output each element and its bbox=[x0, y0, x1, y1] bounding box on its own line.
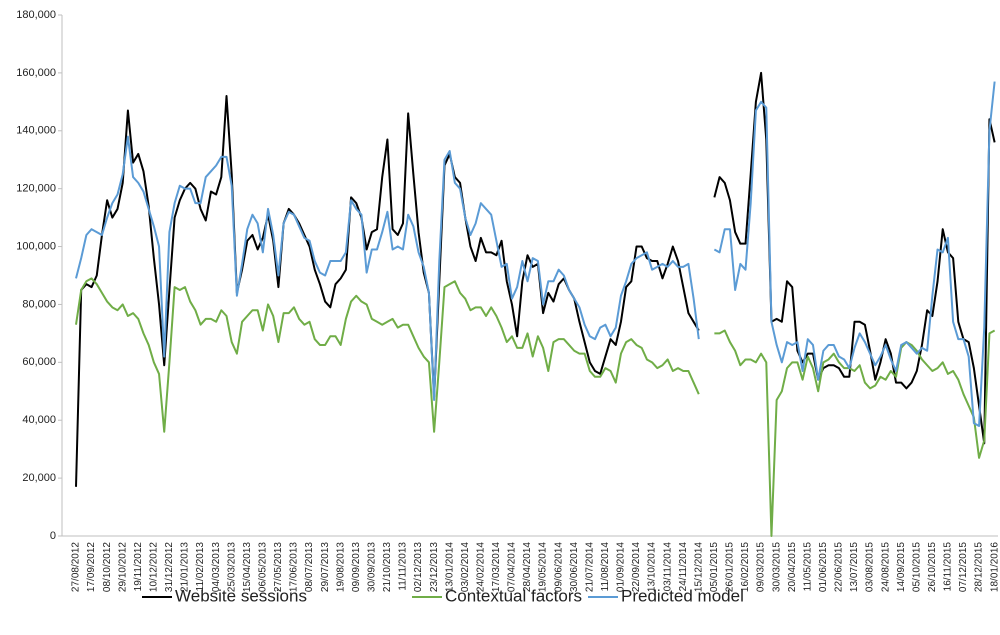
x-tick-label: 08/07/2013 bbox=[304, 542, 315, 592]
x-tick-label: 05/10/2015 bbox=[911, 542, 922, 592]
legend-label: Predicted model bbox=[621, 586, 744, 605]
y-tick-label: 160,000 bbox=[16, 67, 56, 79]
x-tick-label: 03/08/2015 bbox=[865, 542, 876, 592]
x-tick-label: 22/06/2015 bbox=[834, 542, 845, 592]
x-tick-label: 26/01/2015 bbox=[725, 542, 736, 592]
y-tick-label: 140,000 bbox=[16, 125, 56, 137]
y-tick-label: 0 bbox=[50, 530, 56, 542]
x-tick-label: 28/04/2014 bbox=[522, 542, 533, 592]
x-tick-label: 27/08/2012 bbox=[71, 542, 82, 592]
legend-label: Contextual factors bbox=[445, 586, 582, 605]
x-tick-label: 09/06/2014 bbox=[553, 542, 564, 592]
x-tick-label: 18/01/2016 bbox=[989, 542, 1000, 592]
y-tick-label: 120,000 bbox=[16, 183, 56, 195]
x-tick-label: 19/05/2014 bbox=[538, 542, 549, 592]
x-tick-label: 23/12/2013 bbox=[429, 542, 440, 592]
x-tick-label: 16/11/2015 bbox=[943, 542, 954, 592]
x-tick-label: 02/12/2013 bbox=[413, 542, 424, 592]
x-tick-label: 30/09/2013 bbox=[366, 542, 377, 592]
y-tick-label: 60,000 bbox=[22, 356, 56, 368]
x-tick-label: 27/05/2013 bbox=[273, 542, 284, 592]
x-tick-label: 16/02/2015 bbox=[740, 542, 751, 592]
x-tick-label: 08/10/2012 bbox=[102, 542, 113, 592]
x-tick-label: 26/10/2015 bbox=[927, 542, 938, 592]
x-tick-label: 29/07/2013 bbox=[320, 542, 331, 592]
series-line bbox=[713, 81, 996, 428]
x-tick-label: 24/08/2015 bbox=[880, 542, 891, 592]
x-tick-label: 09/09/2013 bbox=[351, 542, 362, 592]
x-tick-label: 19/11/2012 bbox=[133, 542, 144, 592]
x-tick-label: 11/05/2015 bbox=[802, 542, 813, 592]
x-tick-label: 20/04/2015 bbox=[787, 542, 798, 592]
x-tick-label: 13/07/2015 bbox=[849, 542, 860, 592]
x-tick-label: 24/02/2014 bbox=[475, 542, 486, 592]
series-line bbox=[713, 71, 996, 445]
legend-label: Website sessions bbox=[175, 586, 307, 605]
x-tick-label: 03/11/2014 bbox=[662, 542, 673, 592]
x-tick-label: 13/10/2014 bbox=[647, 542, 658, 592]
x-tick-label: 11/08/2014 bbox=[600, 542, 611, 592]
y-tick-label: 20,000 bbox=[22, 472, 56, 484]
x-tick-label: 21/07/2014 bbox=[584, 542, 595, 592]
y-tick-label: 80,000 bbox=[22, 298, 56, 310]
x-tick-label: 31/12/2012 bbox=[164, 542, 175, 592]
x-tick-label: 09/03/2015 bbox=[756, 542, 767, 592]
x-tick-label: 03/02/2014 bbox=[460, 542, 471, 592]
x-tick-label: 17/09/2012 bbox=[86, 542, 97, 592]
y-tick-label: 100,000 bbox=[16, 240, 56, 252]
plot-area: 0 20,000 40,000 60,000 80,000 100,000 120,000 1… bbox=[16, 9, 1000, 592]
x-tick-label: 14/09/2015 bbox=[896, 542, 907, 592]
x-tick-label: 11/11/2013 bbox=[398, 542, 409, 591]
x-tick-label: 29/10/2012 bbox=[117, 542, 128, 592]
x-tick-label: 19/08/2013 bbox=[335, 542, 346, 592]
series-line bbox=[75, 95, 700, 487]
x-tick-label: 21/10/2013 bbox=[382, 542, 393, 592]
x-tick-label: 07/04/2014 bbox=[507, 542, 518, 592]
x-tick-label: 30/06/2014 bbox=[569, 542, 580, 592]
x-tick-label: 06/05/2013 bbox=[257, 542, 268, 592]
x-tick-label: 17/06/2013 bbox=[289, 542, 300, 592]
x-tick-label: 15/12/2014 bbox=[693, 542, 704, 592]
series-line bbox=[75, 277, 700, 433]
x-tick-label: 25/03/2013 bbox=[226, 542, 237, 592]
series-line bbox=[714, 329, 996, 537]
x-tick-label: 01/06/2015 bbox=[818, 542, 829, 592]
x-tick-label: 10/12/2012 bbox=[148, 542, 159, 592]
x-tick-label: 07/12/2015 bbox=[958, 542, 969, 592]
y-tick-label: 40,000 bbox=[22, 414, 56, 426]
x-tick-label: 13/01/2014 bbox=[444, 542, 455, 592]
x-tick-label: 30/03/2015 bbox=[771, 542, 782, 592]
x-tick-label: 11/02/2013 bbox=[195, 542, 206, 592]
x-tick-label: 28/12/2015 bbox=[974, 542, 985, 592]
x-tick-label: 15/04/2013 bbox=[242, 542, 253, 592]
y-tick-label: 180,000 bbox=[16, 9, 56, 21]
x-tick-label: 22/09/2014 bbox=[631, 542, 642, 592]
x-tick-label: 05/01/2015 bbox=[709, 542, 720, 592]
x-tick-label: 17/03/2014 bbox=[491, 542, 502, 592]
x-tick-label: 21/01/2013 bbox=[180, 542, 191, 592]
x-tick-label: 04/03/2013 bbox=[211, 542, 222, 592]
x-tick-label: 01/09/2014 bbox=[616, 542, 627, 592]
series-line bbox=[75, 135, 700, 401]
x-tick-label: 24/11/2014 bbox=[678, 542, 689, 592]
